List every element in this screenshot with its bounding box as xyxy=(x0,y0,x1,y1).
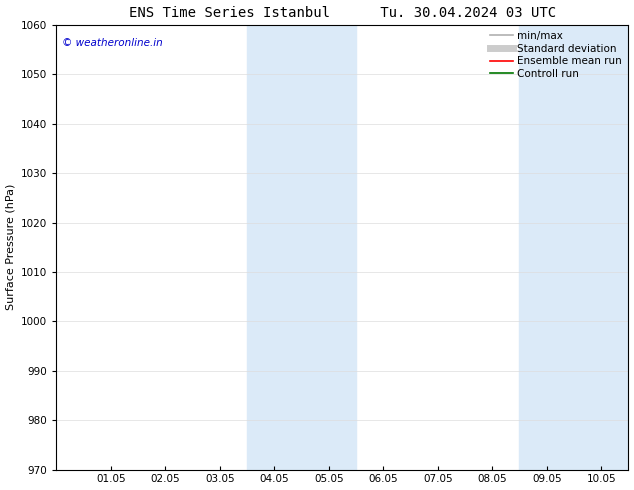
Y-axis label: Surface Pressure (hPa): Surface Pressure (hPa) xyxy=(6,184,16,311)
Bar xyxy=(247,25,356,469)
Bar xyxy=(519,25,628,469)
Text: © weatheronline.in: © weatheronline.in xyxy=(62,38,163,48)
Legend: min/max, Standard deviation, Ensemble mean run, Controll run: min/max, Standard deviation, Ensemble me… xyxy=(486,27,626,83)
Title: ENS Time Series Istanbul      Tu. 30.04.2024 03 UTC: ENS Time Series Istanbul Tu. 30.04.2024 … xyxy=(129,5,556,20)
